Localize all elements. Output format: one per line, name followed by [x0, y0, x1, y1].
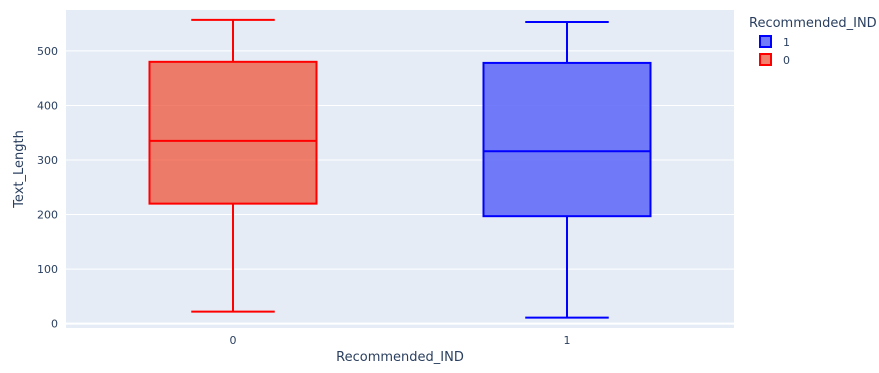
- legend-item-0: 0: [759, 53, 790, 67]
- box-1: [482, 21, 652, 319]
- y-tick-label: 400: [37, 99, 58, 112]
- legend-label: 1: [783, 36, 790, 49]
- y-tick-label: 0: [51, 318, 58, 331]
- legend-title: Recommended_IND: [749, 16, 877, 31]
- y-tick-label: 200: [37, 209, 58, 222]
- y-tick-label: 500: [37, 45, 58, 58]
- y-tick-label: 100: [37, 263, 58, 276]
- iqr-box: [482, 61, 652, 218]
- box-series: [148, 18, 652, 319]
- y-axis-title: Text_Length: [12, 130, 27, 209]
- y-tick-label: 300: [37, 154, 58, 167]
- legend-item-1: 1: [759, 35, 790, 49]
- legend-swatch: [759, 35, 772, 48]
- legend: Recommended_IND 1 0: [749, 16, 877, 67]
- x-axis-title: Recommended_IND: [336, 350, 464, 365]
- legend-label: 0: [783, 54, 790, 67]
- x-tick-label: 0: [230, 334, 237, 347]
- y-axis-ticks: 0 100 200 300 400 500: [37, 45, 58, 331]
- box-0: [148, 18, 318, 313]
- legend-swatch: [759, 53, 772, 66]
- x-tick-label: 1: [564, 334, 571, 347]
- iqr-box: [148, 60, 318, 205]
